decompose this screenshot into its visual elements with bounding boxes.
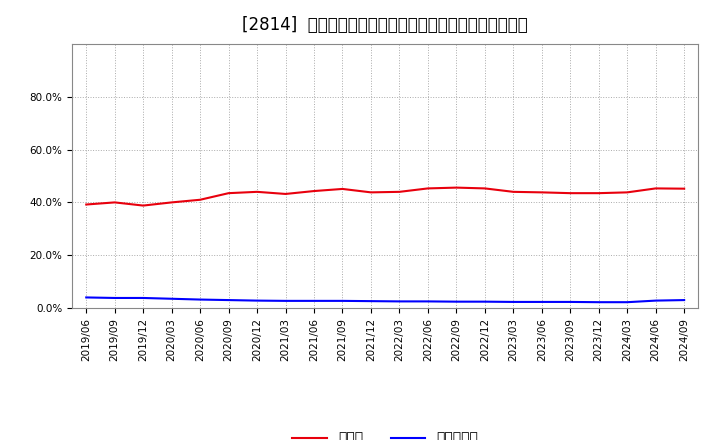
現預金	[509, 189, 518, 194]
現預金	[680, 186, 688, 191]
有利子負債	[167, 296, 176, 301]
有利子負債	[139, 295, 148, 301]
Title: [2814]  現預金、有利子負債の総資産に対する比率の推移: [2814] 現預金、有利子負債の総資産に対する比率の推移	[243, 16, 528, 34]
有利子負債	[566, 299, 575, 304]
有利子負債	[595, 300, 603, 305]
有利子負債	[623, 300, 631, 305]
現預金	[537, 190, 546, 195]
有利子負債	[282, 298, 290, 304]
有利子負債	[225, 297, 233, 303]
現預金	[139, 203, 148, 208]
現預金	[452, 185, 461, 190]
現預金	[395, 189, 404, 194]
現預金	[366, 190, 375, 195]
現預金	[623, 190, 631, 195]
現預金	[82, 202, 91, 207]
有利子負債	[310, 298, 318, 304]
有利子負債	[366, 298, 375, 304]
有利子負債	[110, 295, 119, 301]
有利子負債	[452, 299, 461, 304]
有利子負債	[680, 297, 688, 303]
現預金	[282, 191, 290, 197]
Line: 有利子負債: 有利子負債	[86, 297, 684, 302]
現預金	[480, 186, 489, 191]
有利子負債	[652, 298, 660, 303]
現預金	[310, 188, 318, 194]
有利子負債	[509, 299, 518, 304]
有利子負債	[423, 299, 432, 304]
有利子負債	[537, 299, 546, 304]
現預金	[110, 200, 119, 205]
現預金	[566, 191, 575, 196]
有利子負債	[480, 299, 489, 304]
現預金	[423, 186, 432, 191]
有利子負債	[82, 295, 91, 300]
有利子負債	[253, 298, 261, 303]
Legend: 現預金, 有利子負債: 現預金, 有利子負債	[287, 426, 484, 440]
Line: 現預金: 現預金	[86, 187, 684, 205]
現預金	[338, 186, 347, 191]
有利子負債	[338, 298, 347, 304]
現預金	[652, 186, 660, 191]
現預金	[167, 200, 176, 205]
現預金	[253, 189, 261, 194]
現預金	[196, 197, 204, 202]
現預金	[595, 191, 603, 196]
有利子負債	[395, 299, 404, 304]
現預金	[225, 191, 233, 196]
有利子負債	[196, 297, 204, 302]
